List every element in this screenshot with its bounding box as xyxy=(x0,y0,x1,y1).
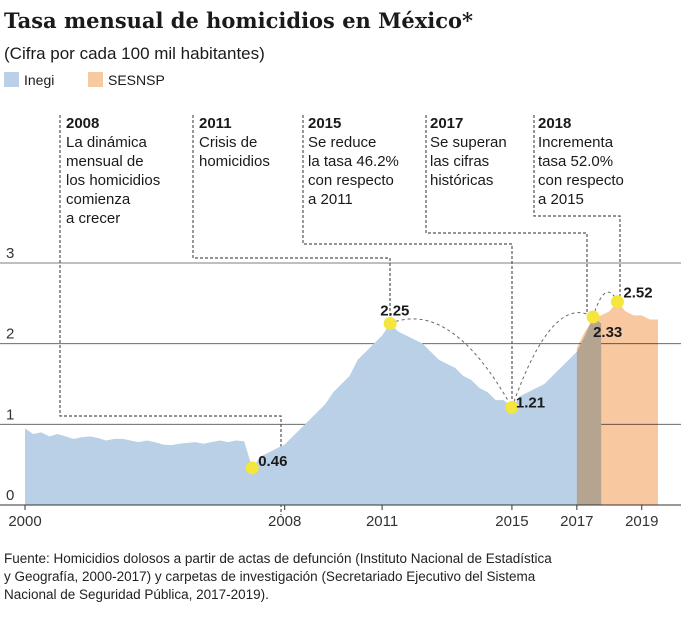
y-tick-label: 3 xyxy=(6,245,14,262)
source-text: Nacional de Seguridad Pública, 2017-2019… xyxy=(4,587,269,602)
connector xyxy=(192,115,391,318)
annotation-text: a 2015 xyxy=(538,191,584,208)
legend-label: SESNSP xyxy=(108,72,165,88)
annotation-year: 2017 xyxy=(430,115,463,132)
annotation-text: Se superan xyxy=(430,134,507,151)
x-tick-label: 2017 xyxy=(560,513,593,530)
highlight-point xyxy=(245,461,259,475)
area xyxy=(25,317,602,505)
annotation-year: 2015 xyxy=(308,115,341,132)
annotation-text: a crecer xyxy=(66,210,120,227)
highlight-label: 2.25 xyxy=(380,303,409,320)
annotation-year: 2011 xyxy=(199,115,232,132)
annotation-text: históricas xyxy=(430,172,493,189)
annotation-text: homicidios xyxy=(199,153,270,170)
source-text: Fuente: Homicidios dolosos a partir de a… xyxy=(4,551,552,566)
trend-arc xyxy=(390,318,513,408)
annotation-text: Se reduce xyxy=(308,134,376,151)
area xyxy=(576,301,658,505)
highlight-point xyxy=(610,295,624,309)
highlight-label: 0.46 xyxy=(258,453,287,470)
y-tick-label: 1 xyxy=(6,406,14,423)
x-tick-label: 2000 xyxy=(8,513,41,530)
annotation-text: los homicidios xyxy=(66,172,160,189)
highlight-point xyxy=(383,317,397,330)
annotation-text: la tasa 46.2% xyxy=(308,153,399,170)
annotation-text: con respecto xyxy=(308,172,394,189)
legend-label: Inegi xyxy=(24,72,54,88)
annotation-text: tasa 52.0% xyxy=(538,153,613,170)
annotation-text: a 2011 xyxy=(308,191,353,208)
highlight-label: 2.33 xyxy=(593,324,622,341)
annotation-text: las cifras xyxy=(430,153,489,170)
x-tick-label: 2019 xyxy=(625,513,658,530)
legend-swatch xyxy=(4,72,19,87)
annotation-text: Incrementa xyxy=(538,134,614,151)
legend-swatch xyxy=(88,72,103,87)
highlight-point xyxy=(505,400,519,414)
annotation-text: con respecto xyxy=(538,172,624,189)
x-tick-label: 2015 xyxy=(495,513,528,530)
annotation-text: Crisis de xyxy=(199,134,257,151)
y-tick-label: 2 xyxy=(6,326,14,343)
x-tick-label: 2011 xyxy=(366,513,398,530)
annotation-text: mensual de xyxy=(66,153,144,170)
chart-title: Tasa mensual de homicidios en México* xyxy=(4,8,473,33)
highlight-point xyxy=(586,310,600,324)
highlight-label: 2.52 xyxy=(623,285,652,302)
x-tick-label: 2008 xyxy=(268,513,301,530)
connector xyxy=(302,115,513,402)
annotation-text: comienza xyxy=(66,191,131,208)
annotation-text: La dinámica xyxy=(66,134,148,151)
trend-arc xyxy=(511,312,594,408)
highlight-label: 1.21 xyxy=(516,394,545,411)
chart-subtitle: (Cifra por cada 100 mil habitantes) xyxy=(4,44,265,63)
annotation-year: 2008 xyxy=(66,115,99,132)
connector xyxy=(533,115,621,296)
y-tick-label: 0 xyxy=(6,487,14,504)
annotation-year: 2018 xyxy=(538,115,571,132)
source-text: y Geografía, 2000-2017) y carpetas de in… xyxy=(4,569,536,584)
